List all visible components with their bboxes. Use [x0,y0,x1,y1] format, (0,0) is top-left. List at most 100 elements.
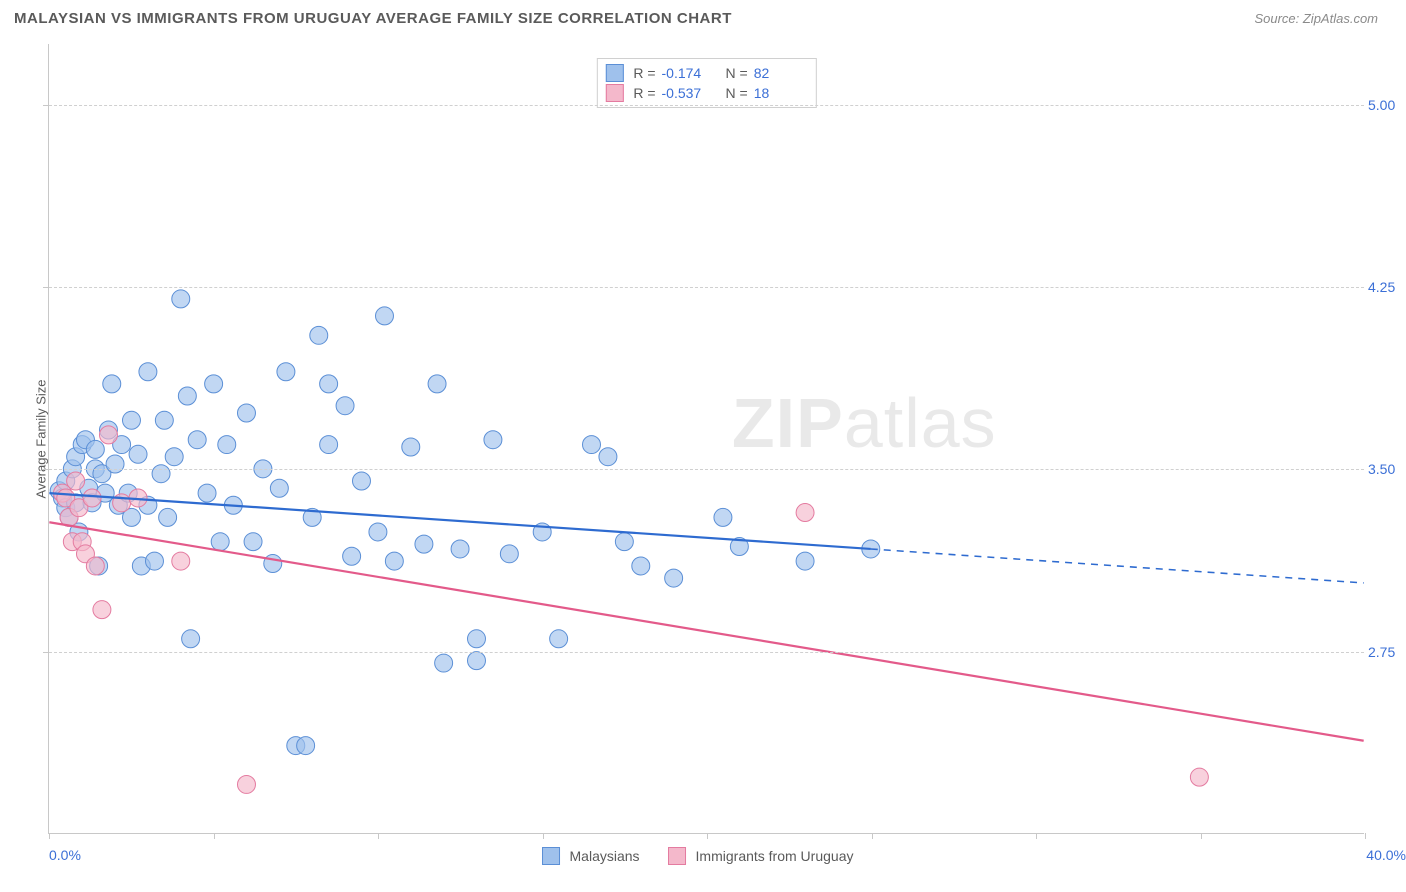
correlation-legend: R = -0.174 N = 82 R = -0.537 N = 18 [596,58,816,108]
data-point [415,535,433,553]
legend-swatch [605,84,623,102]
data-point [336,397,354,415]
chart-area: Average Family Size R =-0.174N =82R =-0.… [48,44,1364,834]
x-tick-mark [49,833,50,839]
data-point [172,552,190,570]
data-point [352,472,370,490]
data-point [152,465,170,483]
y-tick-label: 3.50 [1368,461,1406,477]
x-tick-mark [214,833,215,839]
data-point [159,508,177,526]
data-point [83,489,101,507]
gridline [49,105,1364,106]
series-legend: Malaysians Immigrants from Uruguay [542,847,872,865]
y-tick-label: 5.00 [1368,97,1406,113]
data-point [385,552,403,570]
data-point [145,552,163,570]
y-axis-label: Average Family Size [34,379,49,498]
data-point [277,363,295,381]
data-point [615,533,633,551]
chart-title: MALAYSIAN VS IMMIGRANTS FROM URUGUAY AVE… [14,10,732,27]
data-point [122,411,140,429]
data-point [178,387,196,405]
data-point [320,436,338,454]
scatter-plot-svg [49,44,1364,833]
data-point [468,630,486,648]
chart-header: MALAYSIAN VS IMMIGRANTS FROM URUGUAY AVE… [0,0,1406,33]
data-point [237,404,255,422]
x-tick-mark [378,833,379,839]
data-point [583,436,601,454]
y-tick-mark [43,105,49,106]
data-point [188,431,206,449]
legend-series-label: Malaysians [570,848,640,864]
data-point [93,601,111,619]
y-tick-mark [43,469,49,470]
x-tick-mark [707,833,708,839]
data-point [205,375,223,393]
data-point [375,307,393,325]
data-point [665,569,683,587]
data-point [297,737,315,755]
data-point [211,533,229,551]
data-point [320,375,338,393]
data-point [632,557,650,575]
data-point [103,375,121,393]
x-tick-mark [872,833,873,839]
legend-n-value: 82 [754,65,808,81]
gridline [49,652,1364,653]
legend-r-label: R = [633,65,655,81]
gridline [49,469,1364,470]
x-tick-mark [543,833,544,839]
legend-r-value: -0.537 [662,85,716,101]
data-point [1190,768,1208,786]
data-point [451,540,469,558]
legend-swatch [605,64,623,82]
data-point [264,555,282,573]
data-point [67,472,85,490]
legend-swatch [542,847,560,865]
regression-line-extrapolated [871,549,1364,583]
data-point [198,484,216,502]
data-point [796,504,814,522]
data-point [550,630,568,648]
x-axis-min-label: 0.0% [49,847,81,863]
data-point [484,431,502,449]
y-tick-label: 4.25 [1368,279,1406,295]
y-tick-label: 2.75 [1368,644,1406,660]
data-point [165,448,183,466]
y-tick-mark [43,287,49,288]
data-point [402,438,420,456]
data-point [172,290,190,308]
data-point [99,426,117,444]
legend-series-label: Immigrants from Uruguay [696,848,854,864]
legend-r-value: -0.174 [662,65,716,81]
legend-n-label: N = [726,85,748,101]
data-point [139,363,157,381]
data-point [369,523,387,541]
x-tick-mark [1036,833,1037,839]
legend-n-value: 18 [754,85,808,101]
data-point [796,552,814,570]
legend-correlation-row: R = -0.174 N = 82 [605,63,807,83]
data-point [244,533,262,551]
x-tick-mark [1201,833,1202,839]
data-point [714,508,732,526]
data-point [468,652,486,670]
legend-n-label: N = [726,65,748,81]
chart-source: Source: ZipAtlas.com [1254,11,1378,26]
x-tick-mark [1365,833,1366,839]
gridline [49,287,1364,288]
data-point [310,326,328,344]
data-point [86,440,104,458]
y-tick-mark [43,652,49,653]
data-point [599,448,617,466]
data-point [129,445,147,463]
data-point [500,545,518,563]
data-point [270,479,288,497]
data-point [435,654,453,672]
legend-r-label: R = [633,85,655,101]
legend-swatch [668,847,686,865]
legend-correlation-row: R = -0.537 N = 18 [605,83,807,103]
data-point [218,436,236,454]
